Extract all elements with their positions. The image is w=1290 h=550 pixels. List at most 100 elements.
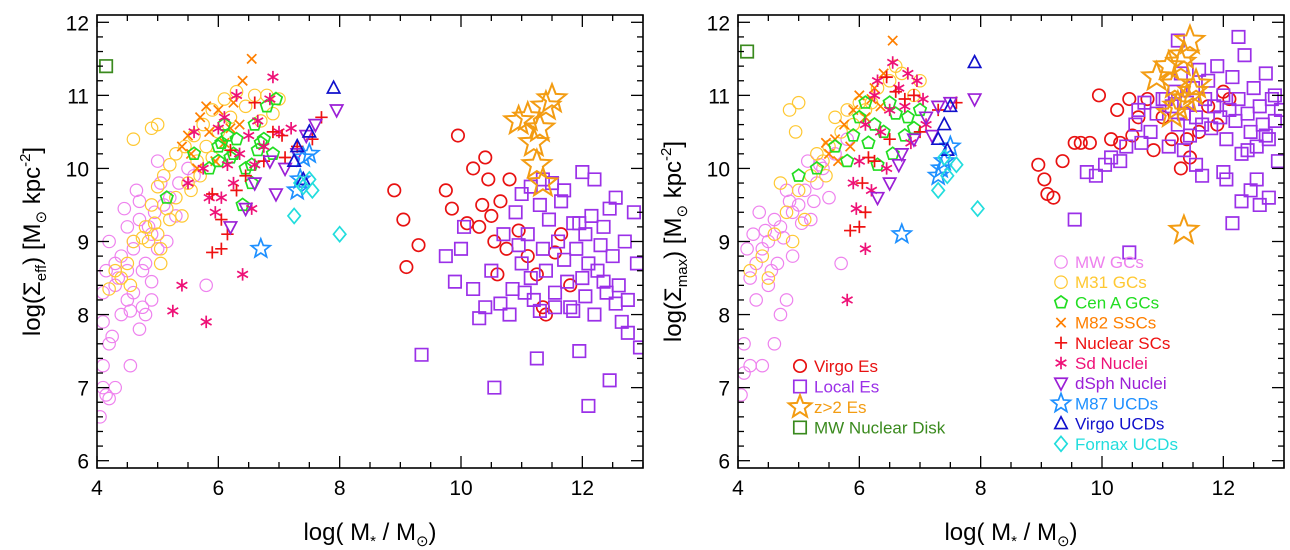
sd-nuclei-point xyxy=(911,74,923,87)
mw-gc-point xyxy=(770,256,785,271)
sd-nuclei-point xyxy=(847,176,860,190)
virgo-ucd-point xyxy=(295,170,311,186)
fornax-ucd-point xyxy=(939,166,955,185)
local-e-point xyxy=(1182,128,1198,143)
m31-gc-point xyxy=(828,110,842,125)
m31-gc-point xyxy=(199,139,213,154)
mw-gc-point xyxy=(135,263,150,278)
x-tick-label: 10 xyxy=(449,477,472,500)
virgo-e-point xyxy=(1131,110,1146,125)
local-e-point xyxy=(1243,183,1258,198)
z2-e-point xyxy=(1164,44,1198,77)
m31-gc-point xyxy=(123,278,138,293)
nuclear-sc-point xyxy=(278,151,292,164)
sd-nuclei-point xyxy=(230,89,243,102)
cena-gc-point xyxy=(244,157,259,171)
cena-gc-point xyxy=(186,146,202,160)
fornax-ucd-point xyxy=(949,156,964,174)
local-e-point xyxy=(617,234,632,249)
z2-e-point xyxy=(1154,95,1189,128)
m82-ssc-point xyxy=(200,101,212,112)
y-axis-label: log(Σmax) [M⊙ kpc-2] xyxy=(658,141,691,342)
virgo-e-point xyxy=(535,300,550,315)
local-e-point xyxy=(1246,81,1261,96)
z2-e-point xyxy=(1167,212,1201,245)
z2-e-point xyxy=(523,110,557,143)
fornax-ucd-point xyxy=(305,181,320,200)
sd-nuclei-point xyxy=(258,140,270,153)
mw-gc-point xyxy=(97,358,110,373)
cena-gc-point xyxy=(214,135,229,149)
local-e-point xyxy=(532,197,547,213)
local-e-point xyxy=(1270,154,1284,169)
local-e-point xyxy=(523,270,538,286)
local-e-point xyxy=(554,194,569,209)
mw-gc-point xyxy=(144,293,159,307)
local-e-point xyxy=(593,238,608,253)
legend-label-dsph-nuclei: dSph Nuclei xyxy=(1075,374,1167,393)
x-tick-label: 12 xyxy=(1212,477,1235,500)
m87-ucd-point xyxy=(890,221,914,245)
dsph-nuclei-point xyxy=(307,118,324,134)
virgo-e-point xyxy=(450,128,466,143)
m31-gc-point xyxy=(175,209,189,223)
virgo-e-point xyxy=(411,238,426,253)
virgo-e-point xyxy=(460,216,475,231)
local-e-point xyxy=(1131,102,1146,118)
m31-gc-point xyxy=(156,168,171,183)
x-tick-label: 6 xyxy=(212,477,224,500)
local-e-point xyxy=(1170,33,1185,48)
nuclear-sc-point xyxy=(215,242,228,256)
virgo-e-point xyxy=(1192,124,1207,139)
mw-gc-point xyxy=(740,242,754,256)
virgo-e-point xyxy=(1031,157,1046,172)
local-e-point xyxy=(626,205,641,220)
m87-ucd-point xyxy=(1049,391,1073,414)
z2-e-point xyxy=(526,165,560,198)
cena-gc-point xyxy=(827,138,843,153)
plot-frame xyxy=(96,14,644,469)
virgo-e-point xyxy=(487,234,502,249)
mw-gc-point xyxy=(752,205,767,220)
local-e-point xyxy=(1188,157,1204,172)
mw-gc-point xyxy=(126,242,141,256)
nuclear-sc-point xyxy=(266,125,280,139)
cena-gc-point xyxy=(211,153,226,168)
y-axis-label: log(Σeff) [M⊙ kpc-2] xyxy=(17,147,50,336)
dsph-nuclei-point xyxy=(891,158,907,174)
y-tick-label: 9 xyxy=(718,232,730,255)
nuclear-sc-point xyxy=(224,143,237,157)
y-tick-label: 12 xyxy=(66,12,89,35)
mw-gc-point xyxy=(749,293,763,307)
virgo-ucd-point xyxy=(942,97,958,113)
mw-gc-point xyxy=(132,322,147,336)
local-e-point xyxy=(1128,117,1143,132)
local-e-point xyxy=(414,347,429,362)
local-e-point xyxy=(505,281,520,297)
m31-gc-point xyxy=(120,256,135,271)
virgo-ucd-point xyxy=(325,79,342,94)
virgo-e-point xyxy=(1122,91,1137,107)
local-e-point xyxy=(1240,106,1255,121)
y-tick-label: 7 xyxy=(77,378,89,401)
sd-nuclei-point xyxy=(853,154,866,168)
fornax-ucd-point xyxy=(1053,435,1069,453)
legend-label-fornax-ucd: Fornax UCDs xyxy=(1075,435,1178,454)
local-e-point xyxy=(608,190,623,205)
mw-gc-point xyxy=(773,307,788,322)
legend-label-cena-gc: Cen A GCs xyxy=(1075,293,1159,312)
sd-nuclei-point xyxy=(242,129,255,142)
m31-gc-point xyxy=(150,117,165,132)
fornax-ucd-point xyxy=(302,170,317,189)
cena-gc-point xyxy=(876,124,891,139)
local-e-point xyxy=(1219,172,1234,187)
local-e-point xyxy=(792,379,808,394)
mw-gc-point xyxy=(102,391,116,406)
local-e-point xyxy=(1079,165,1094,180)
cena-gc-point xyxy=(226,146,241,160)
local-e-point xyxy=(1219,132,1234,147)
fornax-ucd-point xyxy=(332,225,347,243)
nuclear-sc-point xyxy=(859,206,872,219)
legend-label-m31-gc: M31 GCs xyxy=(1075,273,1147,292)
legend-label-virgo-ucd: Virgo UCDs xyxy=(1075,415,1164,434)
